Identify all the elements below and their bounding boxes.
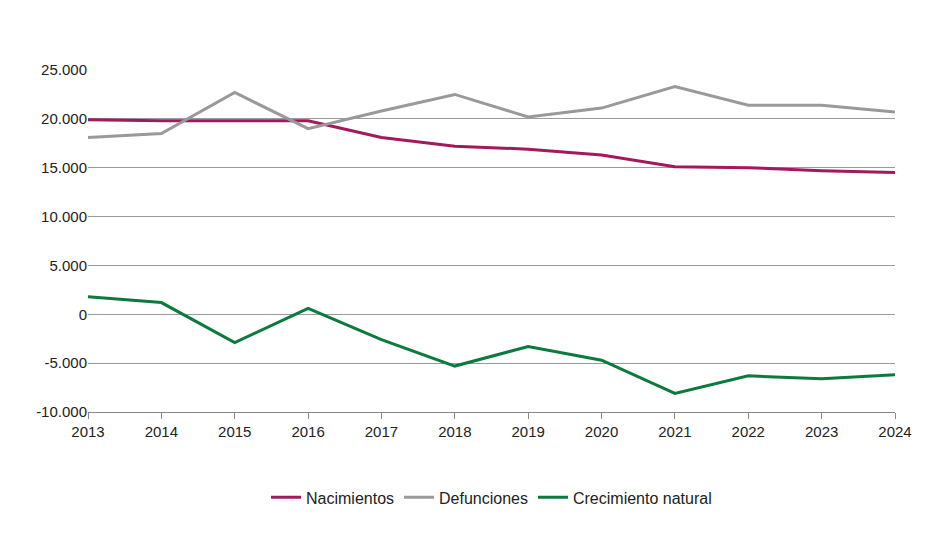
svg-text:25.000: 25.000 bbox=[41, 61, 87, 78]
svg-text:15.000: 15.000 bbox=[41, 159, 87, 176]
svg-text:2015: 2015 bbox=[218, 423, 251, 440]
svg-text:2024: 2024 bbox=[878, 423, 911, 440]
svg-text:2022: 2022 bbox=[732, 423, 765, 440]
svg-text:-5.000: -5.000 bbox=[44, 354, 87, 371]
svg-text:2016: 2016 bbox=[291, 423, 324, 440]
svg-text:-10.000: -10.000 bbox=[36, 403, 87, 420]
svg-text:Defunciones: Defunciones bbox=[439, 490, 528, 507]
svg-text:10.000: 10.000 bbox=[41, 208, 87, 225]
svg-text:20.000: 20.000 bbox=[41, 110, 87, 127]
svg-text:2020: 2020 bbox=[585, 423, 618, 440]
svg-text:0: 0 bbox=[79, 306, 87, 323]
svg-text:2023: 2023 bbox=[805, 423, 838, 440]
svg-text:2021: 2021 bbox=[658, 423, 691, 440]
svg-text:2018: 2018 bbox=[438, 423, 471, 440]
svg-text:2019: 2019 bbox=[511, 423, 544, 440]
svg-text:2017: 2017 bbox=[365, 423, 398, 440]
svg-text:2013: 2013 bbox=[71, 423, 104, 440]
svg-text:Nacimientos: Nacimientos bbox=[306, 490, 394, 507]
svg-text:2014: 2014 bbox=[145, 423, 178, 440]
svg-text:5.000: 5.000 bbox=[49, 257, 87, 274]
svg-text:Crecimiento natural: Crecimiento natural bbox=[573, 490, 712, 507]
